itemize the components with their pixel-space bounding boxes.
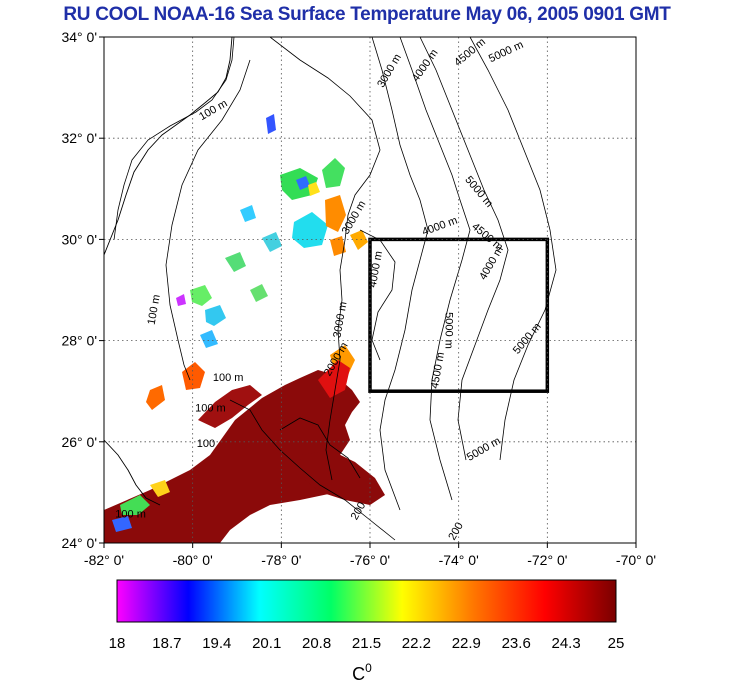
sst-patch-orange-6 [350, 230, 368, 250]
colorbar-tick-label: 22.2 [402, 635, 431, 652]
lon-tick-label: -80° 0' [173, 552, 213, 568]
sst-patch-orange-7 [330, 236, 346, 256]
sst-patch-cyan-5 [200, 330, 218, 348]
contour-4500m [419, 37, 509, 461]
sst-patch-cyan-2 [240, 205, 256, 222]
latitude-tick-labels: 24° 0' 26° 0' 28° 0' 30° 0' 32° 0' 34° 0' [61, 29, 104, 551]
sst-patch-green-6 [120, 495, 150, 515]
sst-patch-green-4 [225, 252, 246, 272]
colorbar-tick-label: 21.5 [352, 635, 381, 652]
sst-patch-cyan-1 [292, 212, 328, 248]
colorbar-tick-label: 19.4 [202, 635, 231, 652]
colorbar [116, 579, 617, 623]
contour-coastline-north [113, 37, 235, 241]
sst-patch-green-3 [190, 285, 212, 306]
florida-coastline [104, 37, 233, 506]
sst-patch-green-2 [322, 158, 345, 188]
sst-patch-yellow-1 [308, 182, 320, 196]
sst-patch-red-3 [318, 360, 350, 398]
colorbar-tick-label: 24.3 [551, 635, 580, 652]
sst-data-layer [104, 114, 385, 543]
colorbar-tick-label: 23.6 [502, 635, 531, 652]
bathymetry-contours [113, 37, 557, 541]
colorbar-tick-label: 20.1 [252, 635, 281, 652]
lon-tick-label: -76° 0' [350, 552, 390, 568]
sst-patch-blue-1 [296, 176, 310, 190]
contour-3000m [371, 37, 429, 511]
sst-patch-cyan-4 [262, 232, 282, 252]
sst-patch-blue-2 [266, 114, 276, 134]
colorbar-unit-label: C0 [352, 661, 372, 680]
contour-bahamas-2 [279, 417, 361, 479]
contour-label: 100 m [146, 294, 163, 326]
sst-patch-gulfstream-north [198, 385, 262, 428]
colorbar-tick-label: 22.9 [452, 635, 481, 652]
contour-label: 100 m [213, 372, 244, 384]
sst-patch-cyan-3 [205, 305, 226, 326]
colorbar-tick-label: 25 [608, 635, 625, 652]
sst-patch-orange-5 [325, 195, 346, 232]
sst-patch-green-5 [250, 284, 268, 302]
lon-tick-label: -74° 0' [439, 552, 479, 568]
sst-patch-orange-4 [146, 385, 165, 410]
lat-tick-label: 30° 0' [61, 231, 97, 247]
lat-tick-label: 28° 0' [61, 333, 97, 349]
lon-tick-label: -78° 0' [261, 552, 301, 568]
colorbar-tick-label: 18.7 [152, 635, 181, 652]
contour-bahamas-1 [229, 399, 396, 541]
contour-5000m [469, 37, 557, 461]
longitude-tick-labels: -82° 0' -80° 0' -78° 0' -76° 0' -74° 0' -72° … [84, 543, 656, 568]
map-title: RU COOL NOAA-16 Sea Surface Temperature … [63, 4, 671, 25]
sst-patch-orange-1 [182, 362, 205, 390]
lon-tick-label: -82° 0' [84, 552, 124, 568]
colorbar-tick-label: 18 [109, 635, 126, 652]
colorbar-unit-text: C [352, 664, 365, 680]
contour-label: 100 [197, 438, 215, 450]
lat-tick-label: 24° 0' [61, 535, 97, 551]
contour-100m-shelf [165, 59, 251, 381]
study-region-box [368, 237, 550, 393]
coastline-east-florida [104, 37, 233, 256]
colorbar-tick-label: 20.8 [302, 635, 331, 652]
contour-label: 5000 m [442, 312, 454, 349]
sst-patch-yellow-2 [150, 480, 170, 497]
contour-label: 100 m [195, 402, 226, 414]
sst-patch-bank-east [300, 450, 385, 505]
lat-tick-label: 26° 0' [61, 434, 97, 450]
colorbar-tick-labels: 18 18.7 19.4 20.1 20.8 21.5 22.2 22.9 23.6 24.3 25 [109, 635, 625, 652]
lon-tick-label: -72° 0' [527, 552, 567, 568]
sst-patch-magenta-1 [176, 294, 186, 306]
contour-label: 100 m [115, 509, 146, 521]
lat-lon-grid [104, 37, 636, 543]
sst-patch-gulfstream-south [104, 370, 360, 543]
colorbar-unit-superscript: 0 [365, 661, 372, 675]
sst-patch-blue-3 [112, 516, 132, 532]
contour-shelf-break [269, 37, 381, 481]
lat-tick-label: 32° 0' [61, 130, 97, 146]
lat-tick-label: 34° 0' [61, 29, 97, 45]
contour-4000m [399, 37, 471, 501]
lon-tick-label: -70° 0' [616, 552, 656, 568]
coastline-peninsula-west [104, 439, 161, 506]
